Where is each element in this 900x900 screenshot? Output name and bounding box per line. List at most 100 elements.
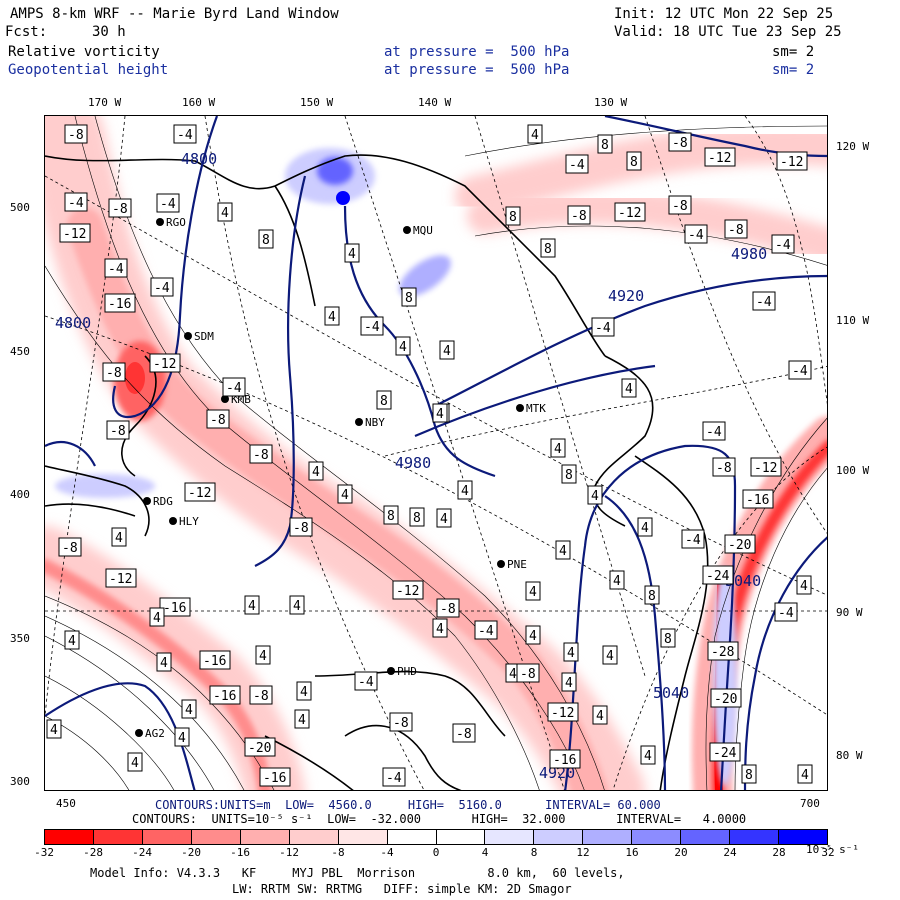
vorticity-label-box	[681, 529, 705, 549]
vorticity-label-text: -16	[553, 753, 576, 768]
vorticity-label-box	[259, 767, 291, 787]
right-lon-label: 120 W	[836, 140, 870, 153]
vorticity-contour-label: 4	[156, 652, 172, 672]
vorticity-label-text: 4	[606, 649, 614, 664]
vorticity-label-text: 4	[153, 611, 161, 626]
vorticity-label-box	[457, 480, 473, 500]
vorticity-label-text: 4	[160, 656, 168, 671]
vorticity-label-text: -4	[478, 624, 494, 639]
vorticity-label-box	[750, 457, 782, 477]
vorticity-label-text: 4	[259, 649, 267, 664]
vorticity-contour-label: 4	[637, 517, 653, 537]
vorticity-label-text: -4	[688, 228, 704, 243]
vorticity-contour-label: 4	[181, 699, 197, 719]
vorticity-label-box	[771, 234, 795, 254]
station-marker	[169, 517, 177, 525]
vorticity-label-box	[436, 508, 452, 528]
vorticity-label-box	[382, 767, 406, 787]
vorticity-label-text: 4	[436, 407, 444, 422]
vorticity-label-box	[258, 229, 274, 249]
vorticity-label-box	[344, 243, 360, 263]
vorticity-label-box	[797, 764, 813, 784]
vorticity-label-text: -4	[778, 606, 794, 621]
vorticity-label-box	[591, 317, 615, 337]
vorticity-label-text: -20	[728, 538, 751, 553]
vorticity-contour-label: -4	[354, 671, 378, 691]
vorticity-contour-label: -8	[668, 195, 692, 215]
color-scale-swatch	[240, 830, 290, 844]
vorticity-contour-label: -8	[206, 409, 230, 429]
vorticity-label-box	[360, 316, 384, 336]
vorticity-contour-label: -28	[707, 641, 739, 661]
vorticity-label-box	[104, 293, 136, 313]
top-lon-label: 170 W	[88, 96, 122, 109]
vorticity-label-box	[614, 202, 646, 222]
vorticity-contour-label: -4	[565, 154, 589, 174]
vorticity-label-box	[436, 598, 460, 618]
vorticity-label-text: 8	[380, 394, 388, 409]
vorticity-label-text: -16	[163, 601, 186, 616]
vorticity-contour-label: -4	[681, 529, 705, 549]
vorticity-label-box	[376, 390, 392, 410]
vorticity-label-box	[149, 353, 181, 373]
vorticity-contour-label: -12	[105, 568, 137, 588]
vorticity-label-text: 4	[68, 634, 76, 649]
vorticity-label-text: 4	[559, 544, 567, 559]
left-y-label: 350	[10, 632, 30, 645]
field-height-name: Geopotential height	[8, 62, 169, 78]
vorticity-label-text: -12	[63, 227, 86, 242]
vorticity-contour-label: -8	[106, 420, 130, 440]
vorticity-contour-label: 4	[308, 461, 324, 481]
vorticity-label-box	[547, 702, 579, 722]
vorticity-label-text: -4	[68, 196, 84, 211]
vorticity-contour-label: 8	[505, 206, 521, 226]
station-marker	[387, 667, 395, 675]
negative-vorticity-core	[125, 362, 145, 394]
bottom-x-label: 700	[800, 797, 820, 810]
positive-vorticity-core	[317, 157, 353, 185]
vorticity-label-box	[505, 206, 521, 226]
color-scale-bar	[44, 829, 828, 845]
vorticity-label-text: -4	[177, 128, 193, 143]
vorticity-label-box	[592, 705, 608, 725]
vorticity-contour-label: 4	[127, 752, 143, 772]
color-scale-tick-label: -32	[34, 846, 54, 859]
vorticity-contour-label: 8	[401, 287, 417, 307]
vorticity-label-box	[159, 597, 191, 617]
vorticity-label-text: 4	[131, 756, 139, 771]
vorticity-label-text: 4	[554, 442, 562, 457]
vorticity-label-box	[432, 403, 448, 423]
color-scale-swatch	[730, 830, 780, 844]
vorticity-label-box	[752, 291, 776, 311]
vorticity-contour-label: 4	[255, 645, 271, 665]
vorticity-label-box	[106, 420, 130, 440]
vorticity-contour-info: CONTOURS: UNITS=10⁻⁵ s⁻¹ LOW= -32.000 HI…	[132, 812, 747, 826]
vorticity-label-text: -4	[226, 381, 242, 396]
vorticity-contour-label: -4	[173, 124, 197, 144]
vorticity-label-box	[637, 517, 653, 537]
vorticity-contour-label: -8	[389, 712, 413, 732]
vorticity-contour-label: 4	[592, 705, 608, 725]
vorticity-contour-label: 4	[602, 645, 618, 665]
forecast-label: Fcst:	[5, 24, 48, 40]
positive-vorticity-core	[336, 191, 350, 205]
vorticity-label-text: -4	[364, 320, 380, 335]
vorticity-label-text: -16	[213, 689, 236, 704]
vorticity-contour-label: -8	[724, 219, 748, 239]
vorticity-label-box	[774, 602, 798, 622]
vorticity-label-text: 4	[625, 382, 633, 397]
vorticity-contour-label: 4	[217, 202, 233, 222]
vorticity-contour-label: -4	[591, 317, 615, 337]
vorticity-contour-label: -12	[149, 353, 181, 373]
vorticity-label-text: 4	[221, 206, 229, 221]
vorticity-contour-label: -16	[549, 749, 581, 769]
vorticity-label-box	[209, 685, 241, 705]
vorticity-label-box	[46, 719, 62, 739]
vorticity-contour-label: -12	[776, 151, 808, 171]
vorticity-label-text: -8	[106, 366, 122, 381]
vorticity-label-box	[59, 223, 91, 243]
vorticity-contour-label: 4	[324, 306, 340, 326]
vorticity-label-text: -12	[188, 486, 211, 501]
vorticity-contour-label: -8	[58, 537, 82, 557]
vorticity-label-box	[555, 540, 571, 560]
